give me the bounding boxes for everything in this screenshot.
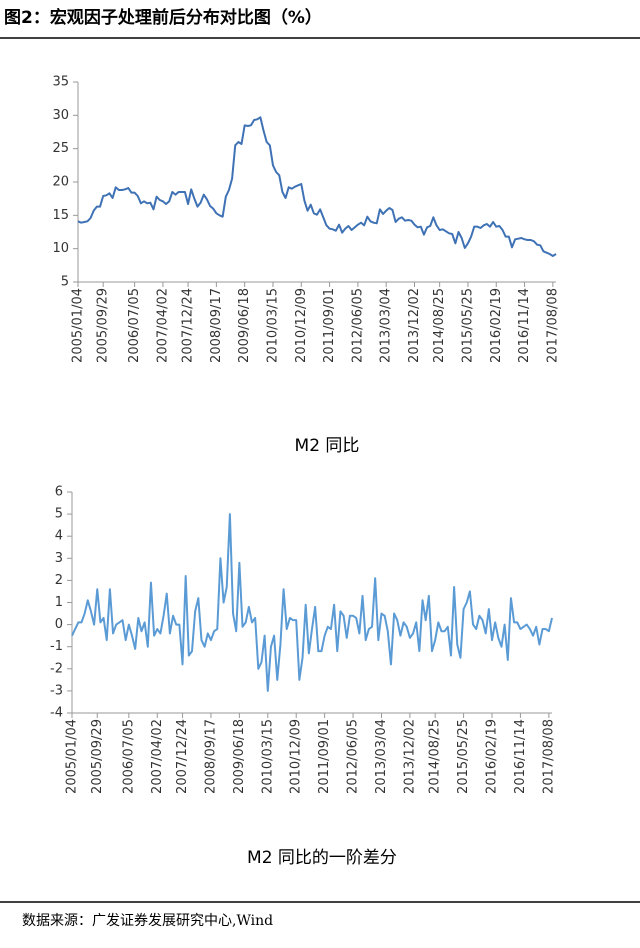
x-tick-label: 2006/07/05 <box>127 288 142 363</box>
source-note: 数据来源：广发证券发展研究中心,Wind <box>22 913 273 929</box>
y-tick-label: 10 <box>52 241 69 256</box>
x-tick-label: 2011/09/01 <box>317 719 332 794</box>
y-tick-label: 6 <box>55 485 63 500</box>
x-tick-label: 2014/08/25 <box>428 719 443 794</box>
x-tick-label: 2010/03/15 <box>265 288 280 363</box>
x-tick-label: 2015/05/25 <box>456 719 471 794</box>
y-tick-label: 2 <box>55 573 63 588</box>
x-tick-label: 2011/09/01 <box>322 288 337 363</box>
y-tick-label: 4 <box>55 529 63 544</box>
x-tick-label: 2010/12/09 <box>294 288 309 363</box>
y-tick-label: 3 <box>55 551 63 566</box>
y-tick-label: 30 <box>52 108 69 123</box>
x-tick-label: 2005/01/04 <box>65 719 80 794</box>
x-tick-label: 2016/02/19 <box>485 719 500 794</box>
x-tick-label: 2007/04/02 <box>150 719 165 794</box>
chart-title: M2 同比的一阶差分 <box>247 848 397 868</box>
data-line <box>77 116 557 257</box>
x-tick-label: 2012/06/05 <box>346 719 361 794</box>
x-tick-label: 2009/06/18 <box>232 719 247 794</box>
y-tick-label: -2 <box>50 661 63 676</box>
page-title: 图2：宏观因子处理前后分布对比图（%） <box>4 7 322 28</box>
x-tick-label: 2016/11/14 <box>513 719 528 794</box>
x-tick-label: 2013/03/04 <box>374 719 389 794</box>
x-tick-label: 2005/09/29 <box>90 719 105 794</box>
x-tick-label: 2006/07/05 <box>121 719 136 794</box>
y-tick-label: -1 <box>50 639 63 654</box>
x-tick-label: 2009/06/18 <box>237 288 252 363</box>
x-tick-label: 2017/08/08 <box>545 288 560 363</box>
x-tick-label: 2016/02/19 <box>489 288 504 363</box>
x-tick-label: 2007/12/24 <box>175 719 190 794</box>
x-tick-label: 2008/09/17 <box>209 288 224 363</box>
chart-title: M2 同比 <box>295 436 360 456</box>
y-tick-label: 25 <box>52 141 69 156</box>
x-tick-label: 2012/06/05 <box>350 288 365 363</box>
x-tick-label: 2005/01/04 <box>71 288 86 363</box>
x-tick-label: 2014/08/25 <box>432 288 447 363</box>
x-tick-label: 2017/08/08 <box>541 719 556 794</box>
x-tick-label: 2013/12/02 <box>402 719 417 794</box>
y-tick-label: 5 <box>61 275 69 290</box>
x-tick-label: 2007/04/02 <box>155 288 170 363</box>
x-tick-label: 2016/11/14 <box>517 288 532 363</box>
x-tick-label: 2007/12/24 <box>181 288 196 363</box>
y-tick-label: 35 <box>52 75 69 90</box>
y-tick-label: 0 <box>55 617 63 632</box>
y-tick-label: -4 <box>50 706 63 721</box>
x-tick-label: 2008/09/17 <box>203 719 218 794</box>
y-tick-label: -3 <box>50 683 63 698</box>
data-line <box>71 513 553 692</box>
x-tick-label: 2010/03/15 <box>260 719 275 794</box>
y-tick-label: 15 <box>52 208 69 223</box>
x-tick-label: 2015/05/25 <box>460 288 475 363</box>
x-tick-label: 2005/09/29 <box>96 288 111 363</box>
x-tick-label: 2010/12/09 <box>289 719 304 794</box>
x-tick-label: 2013/03/04 <box>379 288 394 363</box>
y-tick-label: 1 <box>55 595 63 610</box>
x-tick-label: 2013/12/02 <box>407 288 422 363</box>
y-tick-label: 20 <box>52 175 69 190</box>
y-tick-label: 5 <box>55 507 63 522</box>
